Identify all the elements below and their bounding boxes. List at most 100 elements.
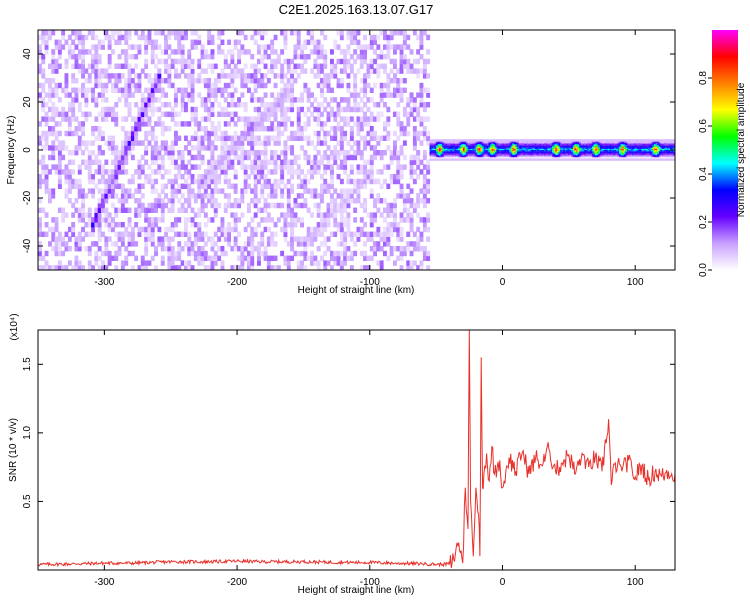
spectrogram-cell bbox=[416, 212, 421, 218]
carrier-band-cell bbox=[455, 150, 457, 152]
carrier-band-cell bbox=[469, 156, 472, 158]
spectrogram-cell bbox=[67, 130, 72, 137]
spectrogram-cell bbox=[77, 126, 82, 132]
spectrogram-cell bbox=[223, 174, 228, 180]
spectrogram-cell bbox=[190, 63, 195, 69]
spectrogram-cell bbox=[91, 231, 95, 237]
spectrogram-cell bbox=[84, 164, 89, 170]
spectrogram-cell bbox=[316, 63, 321, 69]
spectrogram-cell bbox=[101, 44, 105, 50]
spectrogram-cell bbox=[157, 169, 162, 175]
spectrogram-cell bbox=[250, 150, 255, 156]
spectrogram-cell bbox=[180, 68, 185, 74]
spectrogram-cell bbox=[190, 92, 195, 98]
spectrogram-cell bbox=[283, 92, 288, 98]
spectrogram-cell bbox=[363, 159, 367, 165]
spectrogram-cell bbox=[180, 102, 185, 108]
carrier-band-halo bbox=[619, 158, 621, 161]
carrier-band-cell bbox=[627, 146, 629, 148]
spectrogram-cell bbox=[412, 58, 417, 65]
spectrogram-cell bbox=[187, 63, 192, 69]
carrier-band-cell bbox=[607, 142, 610, 145]
spectrogram-cell bbox=[154, 159, 158, 165]
carrier-band-cell bbox=[443, 145, 446, 147]
carrier-band-cell bbox=[435, 145, 438, 147]
carrier-band-cell bbox=[568, 153, 570, 155]
spectrogram-cell bbox=[233, 145, 238, 151]
spectrogram-cell bbox=[250, 226, 255, 233]
spectrogram-cell bbox=[316, 111, 321, 117]
carrier-band-cell bbox=[477, 144, 480, 146]
carrier-band-cell bbox=[579, 142, 581, 145]
spectrogram-cell bbox=[167, 255, 172, 261]
spectrogram-cell bbox=[164, 49, 168, 55]
carrier-band-cell bbox=[509, 141, 511, 143]
spectrogram-cell bbox=[343, 106, 348, 113]
spectrogram-cell bbox=[369, 126, 374, 132]
carrier-band-cell bbox=[439, 142, 441, 145]
carrier-band-cell bbox=[628, 144, 631, 146]
spectrogram-cell bbox=[396, 102, 401, 108]
spectrogram-cell bbox=[346, 255, 351, 261]
spectrogram-cell bbox=[184, 73, 188, 79]
spectrogram-cell bbox=[140, 164, 145, 170]
carrier-band-halo bbox=[491, 158, 494, 161]
carrier-band-halo bbox=[467, 158, 470, 161]
spectrogram-cell bbox=[339, 188, 344, 194]
spectrogram-cell bbox=[270, 241, 275, 247]
carrier-band-cell bbox=[429, 154, 432, 157]
spectrogram-cell bbox=[57, 54, 62, 60]
carrier-band-cell bbox=[568, 152, 570, 154]
carrier-band-cell bbox=[536, 156, 538, 158]
carrier-band-cell bbox=[469, 144, 472, 146]
carrier-band-cell bbox=[531, 148, 534, 151]
spectrogram-cell bbox=[273, 231, 278, 237]
spectrogram-cell bbox=[399, 193, 404, 199]
carrier-band-cell bbox=[537, 141, 540, 143]
carrier-band-cell bbox=[591, 142, 594, 145]
spectrogram-cell bbox=[187, 73, 192, 79]
carrier-band-cell bbox=[434, 152, 437, 154]
carrier-band-cell bbox=[580, 153, 583, 155]
spectrogram-cell bbox=[343, 188, 348, 194]
spectrogram-cell bbox=[333, 68, 338, 74]
spectrogram-cell bbox=[270, 236, 275, 242]
carrier-band-cell bbox=[515, 152, 518, 154]
spectrogram-cell bbox=[61, 106, 66, 113]
carrier-band-cell bbox=[572, 152, 575, 154]
spectrogram-cell bbox=[127, 217, 132, 223]
spectrogram-cell bbox=[74, 30, 79, 36]
spectrogram-cell bbox=[399, 255, 404, 261]
spectrogram-cell bbox=[320, 222, 324, 228]
carrier-band-cell bbox=[603, 146, 605, 148]
spectrogram-cell bbox=[57, 260, 62, 266]
spectrogram-cell bbox=[154, 54, 158, 60]
carrier-band-cell bbox=[518, 156, 521, 158]
spectrogram-cell bbox=[124, 78, 129, 84]
carrier-band-cell bbox=[607, 150, 610, 152]
spectrogram-cell bbox=[207, 193, 212, 199]
carrier-band-halo bbox=[591, 158, 594, 161]
carrier-band-cell bbox=[533, 142, 535, 145]
carrier-band-cell bbox=[617, 144, 620, 146]
spectrogram-cell bbox=[286, 106, 291, 113]
carrier-band-cell bbox=[491, 147, 494, 149]
spectrogram-cell bbox=[207, 116, 212, 122]
spectrogram-cell bbox=[74, 63, 79, 69]
spectrogram-cell bbox=[283, 87, 288, 93]
carrier-band-cell bbox=[502, 145, 505, 147]
spectrogram-cell bbox=[253, 164, 258, 170]
spectrogram-cell bbox=[320, 241, 324, 247]
spectrogram-cell bbox=[402, 207, 407, 213]
spectrogram-cell bbox=[87, 231, 92, 237]
carrier-band-cell bbox=[572, 148, 575, 151]
spectrogram-cell bbox=[363, 231, 367, 237]
spectrogram-cell bbox=[233, 130, 238, 137]
spectrogram-cell bbox=[273, 164, 278, 170]
spectrogram-cell bbox=[207, 82, 212, 89]
carrier-band-cell bbox=[461, 147, 464, 149]
spectrogram-cell bbox=[383, 250, 387, 257]
carrier-band-cell bbox=[576, 142, 578, 145]
carrier-band-cell bbox=[509, 153, 511, 155]
carrier-band-cell bbox=[486, 146, 489, 148]
